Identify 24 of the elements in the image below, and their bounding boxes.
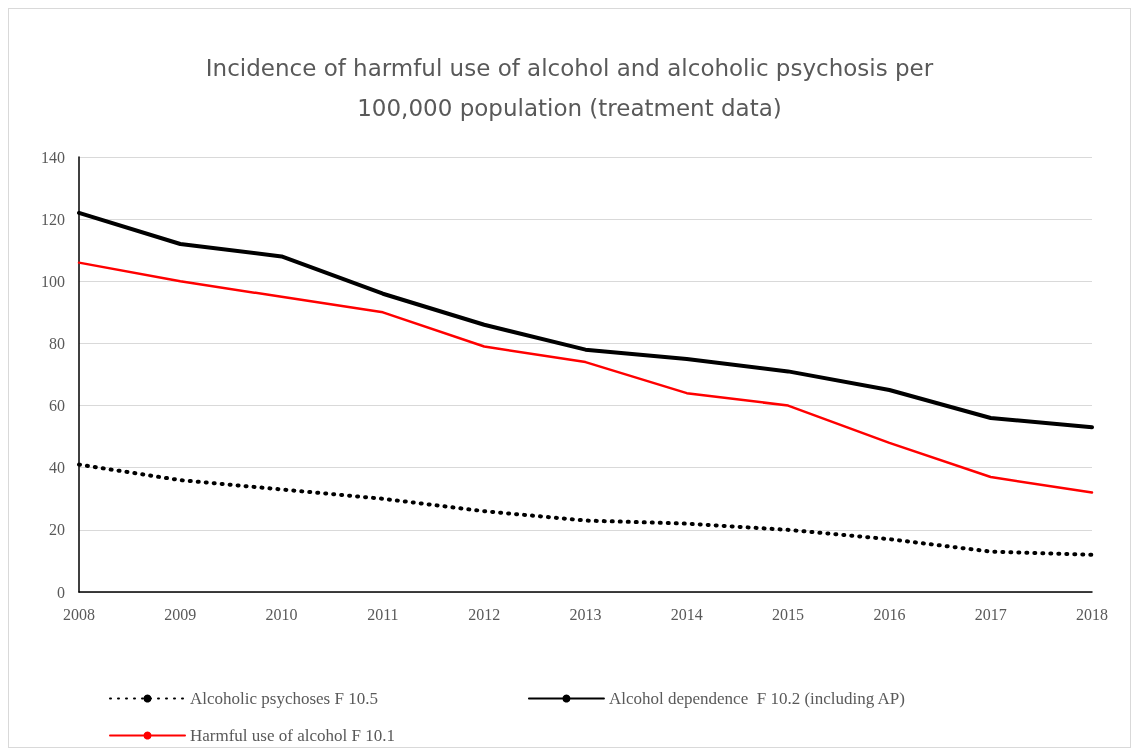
x-tick-label: 2008 [63,605,95,623]
x-tick-label: 2018 [1076,605,1108,623]
line-series [77,261,1094,494]
legend-label: Alcohol dependence F 10.2 (including AP) [608,689,905,708]
x-tick-label: 2009 [164,605,197,623]
y-tick-label: 140 [41,148,65,166]
y-tick-label: 40 [49,459,65,477]
y-tick-label: 20 [49,521,65,539]
x-tick-label: 2010 [265,605,298,623]
x-tick-label: 2014 [670,605,703,623]
y-tick-label: 0 [57,583,65,601]
legend-label: Alcoholic psychoses F 10.5 [190,689,378,708]
x-tick-label: 2015 [772,605,805,623]
x-tick-label: 2016 [873,605,906,623]
x-tick-label: 2017 [974,605,1007,623]
y-tick-label: 120 [41,210,65,228]
chart-title: Incidence of harmful use of alcohol and alcoholic psychosis per 100,000 population (treatment data) [205,55,934,121]
x-tick-label: 2011 [367,605,399,623]
legend-label: Harmful use of alcohol F 10.1 [190,726,395,745]
x-tick-label: 2012 [468,605,501,623]
y-tick-label: 60 [49,397,65,415]
y-tick-label: 100 [41,272,65,290]
y-tick-label: 80 [49,334,65,352]
x-tick-label: 2013 [569,605,602,623]
